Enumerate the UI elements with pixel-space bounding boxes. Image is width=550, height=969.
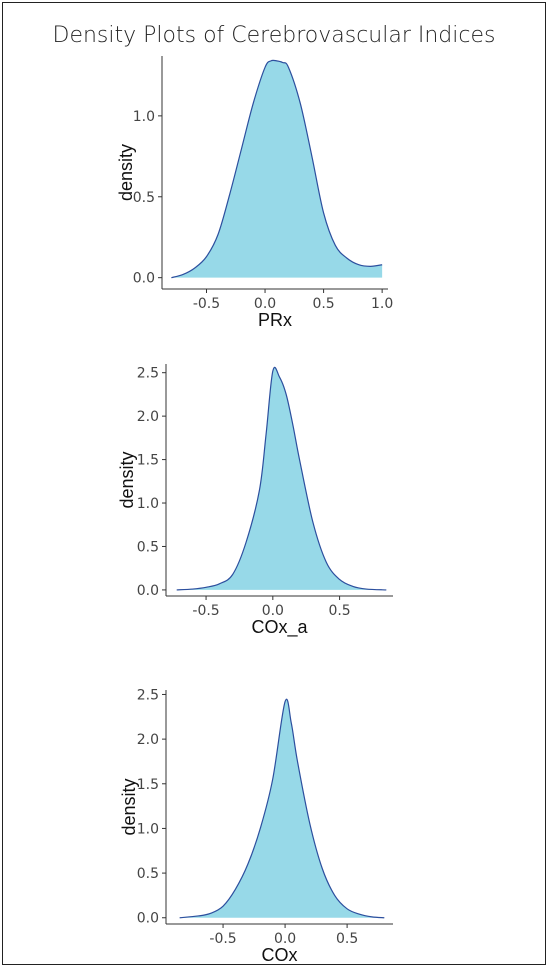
x-tick-label: 1.0 [371,296,393,312]
y-tick-label: 0.5 [137,866,159,882]
x-axis-title: PRx [258,310,292,330]
density-area [176,367,387,590]
y-tick-label: 1.0 [133,109,155,125]
density-area [171,60,383,278]
x-tick-label: -0.5 [192,603,219,619]
y-tick-label: 1.5 [137,777,159,793]
y-tick-label: 0.0 [137,911,159,927]
x-tick-label: 0.5 [328,603,350,619]
x-tick-label: 0.0 [262,603,284,619]
density-area [179,699,385,918]
x-tick-label: -0.5 [193,296,220,312]
y-tick-label: 0.0 [133,271,155,287]
y-tick-label: 1.5 [137,453,159,469]
y-tick-label: 2.0 [137,409,159,425]
x-axis-title: COx [262,945,298,965]
x-tick-label: 0.0 [254,296,276,312]
figure-title: Density Plots of Cerebrovascular Indices [52,23,496,48]
y-axis-title: density [119,778,139,835]
y-axis-title: density [117,451,137,508]
y-tick-label: 1.0 [137,821,159,837]
x-axis-title: COx_a [251,617,308,638]
y-tick-label: 0.0 [137,583,159,599]
y-tick-label: 2.5 [137,687,159,703]
x-tick-label: -0.5 [209,931,236,947]
chart-prx: 0.0 0.5 1.0 -0.5 0.0 0.5 1.0 PRx density [116,56,393,330]
y-tick-label: 2.5 [137,366,159,382]
chart-cox-a: 0.0 0.5 1.0 1.5 2.0 2.5 -0.5 0.0 0.5 COx_a density [117,364,393,638]
y-tick-label: 0.5 [137,539,159,555]
y-tick-label: 0.5 [133,190,155,206]
density-line [171,59,383,279]
x-tick-label: 0.0 [274,931,296,947]
density-line [176,366,387,591]
density-line [179,698,385,919]
y-tick-label: 2.0 [137,732,159,748]
chart-cox: 0.0 0.5 1.0 1.5 2.0 2.5 -0.5 0.0 0.5 COx density [119,687,393,965]
x-tick-label: 0.5 [312,296,334,312]
y-tick-label: 1.0 [137,496,159,512]
y-axis-title: density [116,144,136,201]
x-tick-label: 0.5 [336,931,358,947]
